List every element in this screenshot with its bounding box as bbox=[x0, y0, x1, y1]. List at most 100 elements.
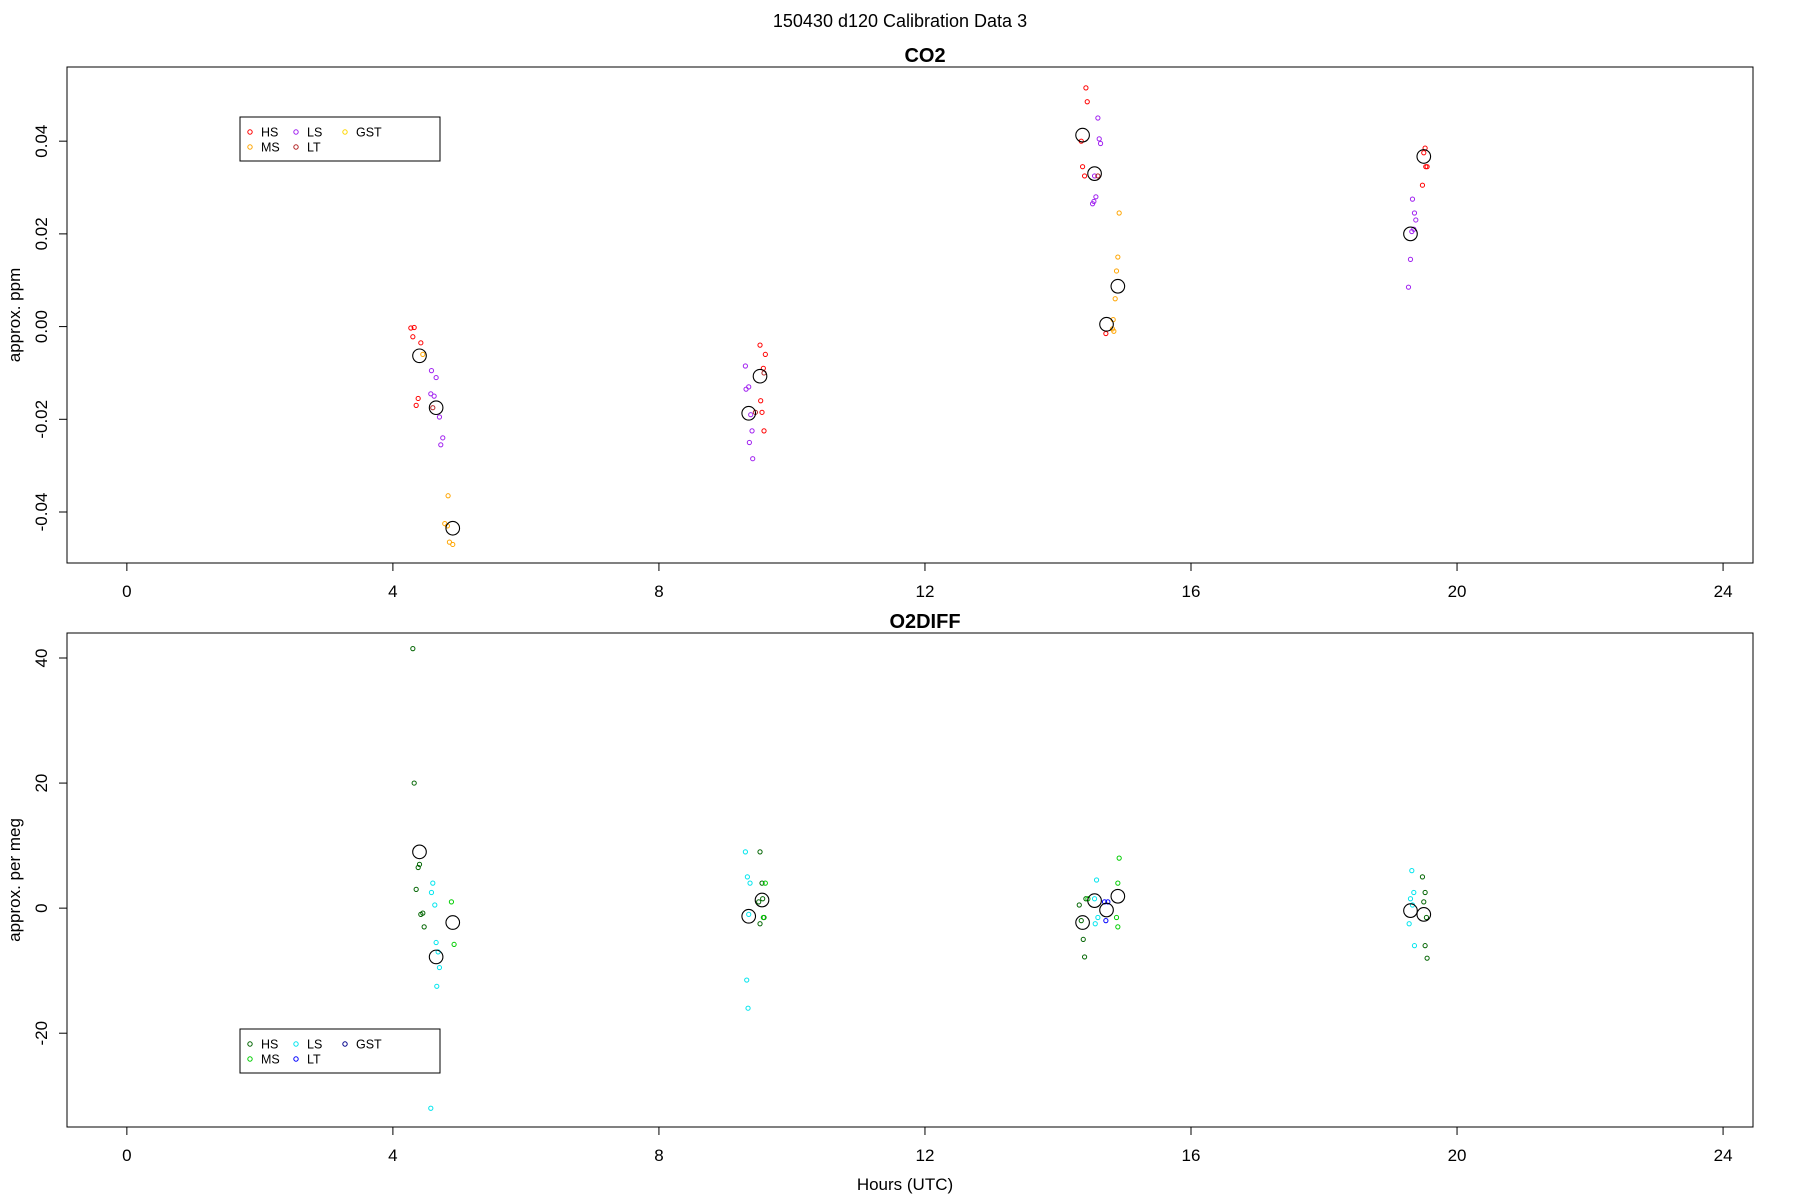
co2-legend-box bbox=[239, 116, 441, 162]
o2diff-point-mean bbox=[1416, 907, 1432, 922]
co2-point-ls bbox=[431, 393, 437, 399]
co2-point-ls bbox=[428, 368, 435, 374]
o2diff-point-ls bbox=[1411, 943, 1418, 949]
o2diff-point-lt bbox=[1105, 899, 1111, 905]
o2diff-point-mean bbox=[1110, 888, 1126, 904]
o2diff-marks bbox=[410, 646, 1432, 1111]
co2-point-ls bbox=[748, 412, 754, 418]
co2-point-hs bbox=[757, 342, 763, 348]
co2-point-hs bbox=[761, 428, 767, 434]
co2-point-mean bbox=[741, 405, 757, 421]
o2diff-point-ls bbox=[1092, 921, 1098, 927]
co2-point-ms bbox=[1111, 328, 1117, 334]
co2-point-ls bbox=[746, 384, 752, 390]
co2-point-ms bbox=[450, 541, 456, 548]
co2-point-ls bbox=[440, 435, 446, 441]
o2diff-x-tick-label: 16 bbox=[1182, 1146, 1201, 1165]
o2diff-point-ls bbox=[434, 983, 440, 989]
o2diff-point-hs bbox=[760, 896, 766, 902]
co2-point-ls bbox=[1409, 228, 1415, 235]
co2-point-mean bbox=[1075, 127, 1090, 143]
co2-point-hs bbox=[759, 409, 765, 415]
o2diff-point-mean bbox=[445, 915, 461, 930]
o2diff-point-hs bbox=[411, 780, 417, 786]
o2diff-point-ms bbox=[1116, 855, 1122, 861]
co2-point-ls bbox=[1089, 201, 1096, 207]
co2-point-ls bbox=[428, 391, 434, 397]
co2-point-ms bbox=[1116, 210, 1122, 216]
o2diff-point-hs bbox=[757, 921, 763, 927]
co2-x-tick-label: 0 bbox=[122, 582, 131, 601]
o2diff-point-hs bbox=[421, 924, 427, 930]
co2-point-hs bbox=[1421, 150, 1427, 156]
o2diff-point-hs bbox=[757, 849, 763, 855]
co2-point-hs bbox=[1103, 330, 1109, 337]
o2diff-point-ms bbox=[1113, 914, 1120, 921]
co2-point-ms bbox=[1115, 254, 1121, 260]
o2diff-point-ls bbox=[744, 977, 750, 983]
co2-legend-label-ms: MS bbox=[261, 141, 280, 155]
co2-point-ls bbox=[1091, 173, 1098, 179]
co2-point-ls bbox=[749, 428, 755, 434]
co2-point-ms bbox=[446, 539, 453, 545]
co2-point-mean bbox=[1416, 149, 1432, 164]
o2diff-point-mean bbox=[754, 892, 770, 908]
o2diff-point-ls bbox=[742, 849, 748, 855]
o2diff-point-lt bbox=[1103, 918, 1109, 924]
co2-marks bbox=[408, 85, 1432, 548]
o2diff-legend-marker-ls bbox=[293, 1041, 299, 1047]
co2-point-hs bbox=[411, 324, 417, 331]
o2diff-point-ls bbox=[1409, 868, 1415, 874]
co2-point-ls bbox=[1409, 196, 1416, 202]
o2diff-y-axis-label: approx. per meg bbox=[5, 818, 24, 942]
o2diff-point-ls bbox=[428, 889, 435, 896]
o2diff-legend-marker-lt bbox=[293, 1056, 299, 1062]
o2diff-point-hs bbox=[1422, 943, 1428, 949]
o2diff-panel: O2DIFF approx. per meg Hours (UTC) 0 4 8 12… bbox=[5, 611, 1754, 1194]
o2diff-point-ls bbox=[1407, 896, 1414, 902]
o2diff-x-tick-label: 20 bbox=[1448, 1146, 1467, 1165]
o2diff-legend-label-ls: LS bbox=[307, 1038, 322, 1052]
o2diff-x-tick-label: 4 bbox=[388, 1146, 397, 1165]
co2-point-ls bbox=[750, 456, 756, 462]
co2-legend-label-lt: LT bbox=[307, 141, 321, 155]
o2diff-x-axis-label: Hours (UTC) bbox=[857, 1175, 953, 1194]
co2-point-ms bbox=[420, 351, 426, 358]
o2diff-x-tick-label: 0 bbox=[122, 1146, 131, 1165]
o2diff-point-ms bbox=[448, 899, 455, 905]
o2diff-legend-label-hs: HS bbox=[261, 1038, 278, 1052]
o2diff-point-ls bbox=[1411, 889, 1417, 896]
o2diff-point-ls bbox=[745, 1005, 751, 1011]
o2diff-point-hs bbox=[415, 864, 421, 871]
o2diff-point-hs bbox=[416, 861, 423, 867]
o2diff-point-ls bbox=[436, 964, 443, 971]
co2-point-hs bbox=[415, 395, 421, 402]
o2diff-point-hs bbox=[759, 880, 765, 886]
co2-point-hs bbox=[413, 402, 419, 408]
co2-point-mean bbox=[1099, 316, 1114, 332]
o2diff-point-hs bbox=[413, 886, 419, 892]
co2-point-ls bbox=[433, 374, 439, 381]
o2diff-point-hs bbox=[1076, 902, 1082, 908]
co2-point-ms bbox=[1113, 268, 1120, 274]
co2-y-tick-label: -0.02 bbox=[32, 400, 51, 439]
o2diff-point-mean bbox=[1087, 893, 1102, 908]
co2-point-lt bbox=[1095, 173, 1101, 179]
o2diff-point-ls bbox=[746, 911, 752, 917]
co2-point-ls bbox=[1407, 256, 1414, 262]
o2diff-point-hs bbox=[1421, 899, 1427, 905]
co2-point-ms bbox=[1112, 296, 1118, 302]
co2-point-hs bbox=[1424, 164, 1430, 170]
co2-legend-marker-ms bbox=[247, 144, 253, 150]
co2-point-ls bbox=[1095, 115, 1101, 121]
o2diff-point-hs bbox=[1080, 936, 1086, 943]
co2-y-tick-label: 0.00 bbox=[32, 310, 51, 343]
co2-point-lt bbox=[430, 405, 436, 411]
co2-point-ls bbox=[1093, 194, 1099, 200]
o2diff-legend-label-ms: MS bbox=[261, 1053, 280, 1067]
co2-legend-label-gst: GST bbox=[356, 126, 382, 140]
o2diff-y-tick-label: 0 bbox=[32, 903, 51, 912]
o2diff-point-mean bbox=[1075, 915, 1090, 930]
